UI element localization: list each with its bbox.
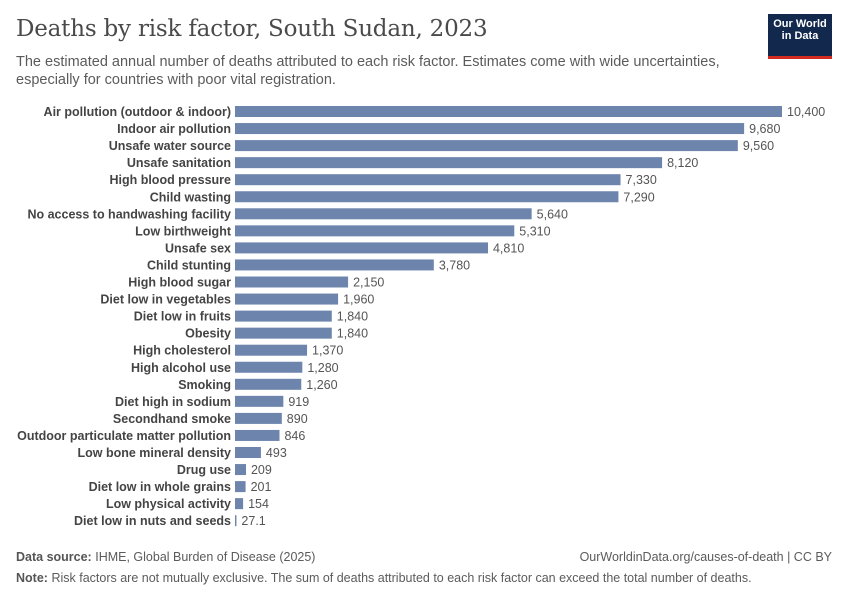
- value-label: 1,960: [343, 293, 374, 307]
- value-label: 154: [248, 497, 269, 511]
- bar[interactable]: [235, 276, 349, 288]
- category-label: Indoor air pollution: [117, 122, 231, 136]
- category-label: Child stunting: [147, 258, 231, 272]
- category-label: Air pollution (outdoor & indoor): [44, 105, 231, 119]
- bar[interactable]: [235, 259, 434, 271]
- value-label: 1,840: [337, 327, 368, 341]
- category-label: Smoking: [178, 378, 231, 392]
- chart-note: Note: Risk factors are not mutually excl…: [16, 571, 752, 585]
- bar[interactable]: [235, 498, 244, 510]
- bar[interactable]: [235, 123, 745, 135]
- value-label: 201: [251, 480, 272, 494]
- category-label: Diet low in vegetables: [100, 293, 231, 307]
- value-label: 1,840: [337, 310, 368, 324]
- category-label: High alcohol use: [131, 361, 231, 375]
- chart-subtitle: The estimated annual number of deaths at…: [16, 54, 720, 88]
- bar-chart: Air pollution (outdoor & indoor) 10,400 In…: [17, 105, 825, 528]
- bar[interactable]: [235, 106, 782, 117]
- chart-title: Deaths by risk factor, South Sudan, 2023: [16, 16, 488, 42]
- bar[interactable]: [235, 310, 332, 322]
- value-label: 7,290: [623, 190, 654, 204]
- category-label: High cholesterol: [133, 344, 231, 358]
- bar[interactable]: [235, 361, 303, 373]
- value-label: 5,310: [519, 224, 550, 238]
- category-label: Child wasting: [150, 190, 231, 204]
- category-label: Diet low in fruits: [134, 310, 231, 324]
- value-label: 7,330: [626, 173, 657, 187]
- category-label: Low bone mineral density: [78, 446, 232, 460]
- category-label: High blood pressure: [109, 173, 231, 187]
- bar[interactable]: [235, 157, 663, 169]
- bar[interactable]: [235, 344, 308, 356]
- category-label: Unsafe sanitation: [127, 156, 231, 170]
- value-label: 1,370: [312, 344, 343, 358]
- value-label: 890: [287, 412, 308, 426]
- category-label: Low birthweight: [135, 224, 232, 238]
- value-label: 4,810: [493, 241, 524, 255]
- value-label: 5,640: [537, 207, 568, 221]
- category-label: Unsafe sex: [165, 241, 231, 255]
- category-label: High blood sugar: [128, 276, 231, 290]
- bar[interactable]: [235, 293, 339, 305]
- value-label: 1,260: [306, 378, 337, 392]
- bar[interactable]: [235, 395, 284, 407]
- bar[interactable]: [235, 208, 532, 220]
- bar[interactable]: [235, 412, 282, 424]
- category-label: Secondhand smoke: [113, 412, 231, 426]
- category-label: Drug use: [177, 463, 231, 477]
- category-label: Diet high in sodium: [115, 395, 231, 409]
- value-label: 9,680: [749, 122, 780, 136]
- bar[interactable]: [235, 515, 237, 527]
- category-label: Diet low in whole grains: [89, 480, 231, 494]
- value-label: 2,150: [353, 276, 384, 290]
- bar[interactable]: [235, 174, 621, 186]
- category-label: Low physical activity: [106, 497, 231, 511]
- data-source: Data source: IHME, Global Burden of Dise…: [16, 550, 315, 564]
- value-label: 493: [266, 446, 287, 460]
- category-label: Obesity: [185, 327, 231, 341]
- bar[interactable]: [235, 327, 332, 339]
- bar[interactable]: [235, 225, 515, 237]
- category-label: Outdoor particulate matter pollution: [17, 429, 231, 443]
- value-label: 10,400: [787, 105, 825, 119]
- category-label: Unsafe water source: [109, 139, 231, 153]
- bar[interactable]: [235, 464, 246, 476]
- value-label: 27.1: [241, 514, 265, 528]
- bar[interactable]: [235, 191, 619, 203]
- logo-line-2: in Data: [781, 30, 819, 42]
- bar[interactable]: [235, 447, 261, 458]
- bar[interactable]: [235, 378, 302, 390]
- bar[interactable]: [235, 481, 246, 493]
- value-label: 919: [288, 395, 309, 409]
- value-label: 1,280: [307, 361, 338, 375]
- owid-logo[interactable]: Our World in Data: [768, 14, 832, 59]
- value-label: 846: [284, 429, 305, 443]
- value-label: 3,780: [439, 258, 470, 272]
- category-label: Diet low in nuts and seeds: [74, 514, 231, 528]
- category-label: No access to handwashing facility: [27, 207, 231, 221]
- data-source-link[interactable]: IHME, Global Burden of Disease (2025): [95, 550, 316, 564]
- data-source-label: Data source:: [16, 550, 92, 564]
- bar[interactable]: [235, 242, 488, 254]
- value-label: 209: [251, 463, 272, 477]
- value-label: 8,120: [667, 156, 698, 170]
- logo-line-1: Our World: [773, 18, 827, 30]
- value-label: 9,560: [743, 139, 774, 153]
- bar[interactable]: [235, 429, 280, 441]
- note-text: Risk factors are not mutually exclusive.…: [51, 571, 752, 585]
- note-label: Note:: [16, 571, 48, 585]
- bar[interactable]: [235, 140, 738, 152]
- chart-url[interactable]: OurWorldinData.org/causes-of-death | CC …: [579, 550, 832, 564]
